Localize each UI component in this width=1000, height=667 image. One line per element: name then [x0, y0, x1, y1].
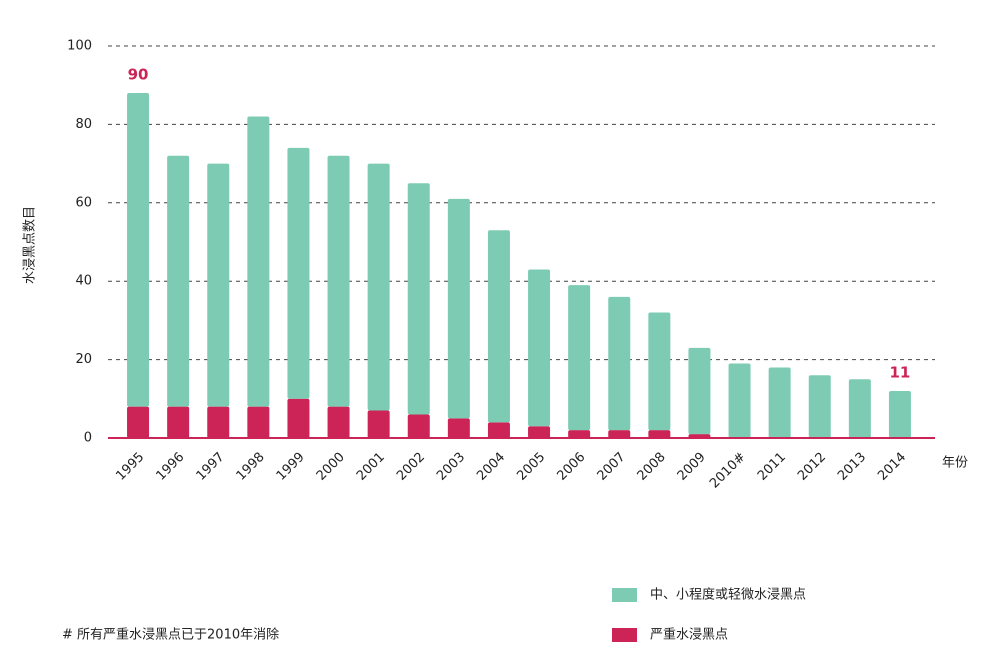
- x-tick-label: 2010#: [707, 450, 749, 492]
- x-tick-label: 2000: [314, 450, 348, 484]
- bar-segment: [528, 426, 551, 438]
- x-tick-label: 1996: [153, 450, 187, 484]
- bar-segment: [367, 410, 390, 438]
- footnote: # 所有严重水浸黑点已于2010年消除: [62, 627, 279, 643]
- bar-segment: [247, 116, 270, 407]
- bar-segment: [487, 422, 510, 438]
- x-tick-label: 2008: [635, 450, 669, 484]
- bar-segment: [167, 155, 190, 407]
- bar-segment: [528, 269, 551, 427]
- annotation: 90: [128, 66, 149, 84]
- bar-segment: [888, 390, 911, 438]
- bar-segment: [568, 430, 591, 438]
- bar-segment: [367, 163, 390, 411]
- bar-segment: [447, 198, 470, 419]
- bar-segment: [127, 93, 150, 407]
- x-tick-label: 2014: [875, 450, 909, 484]
- bar-segment: [848, 379, 871, 438]
- bar-segment: [407, 183, 430, 415]
- bar-segment: [167, 406, 190, 438]
- x-tick-label: 2006: [554, 450, 588, 484]
- x-tick-label: 2007: [595, 450, 629, 484]
- x-tick-label: 1995: [113, 450, 147, 484]
- y-tick-label: 100: [67, 39, 92, 54]
- y-tick-label: 0: [84, 431, 92, 446]
- legend-label: 中、小程度或轻微水浸黑点: [650, 587, 806, 603]
- y-tick-label: 80: [75, 117, 92, 132]
- x-tick-label: 1998: [234, 450, 268, 484]
- x-tick-label: 2012: [795, 450, 829, 484]
- y-axis-title: 水浸黑点数目: [23, 206, 38, 284]
- x-axis-title: 年份: [942, 456, 968, 471]
- bar-segment: [447, 418, 470, 438]
- x-tick-label: 2004: [474, 450, 508, 484]
- legend-label: 严重水浸黑点: [650, 627, 728, 643]
- x-tick-label: 2002: [394, 450, 428, 484]
- bar-segment: [327, 155, 350, 407]
- annotation: 11: [890, 363, 911, 381]
- x-tick-label: 1997: [194, 450, 228, 484]
- y-tick-label: 20: [75, 352, 92, 367]
- bar-segment: [247, 406, 270, 438]
- x-tick-label: 2011: [755, 450, 789, 484]
- bar-segment: [648, 430, 671, 438]
- bar-segment: [808, 375, 831, 438]
- x-tick-label: 1999: [274, 450, 308, 484]
- x-tick-label: 2003: [434, 450, 468, 484]
- bar-segment: [207, 406, 230, 438]
- x-tick-label: 2009: [675, 450, 709, 484]
- legend-swatch: [612, 628, 637, 642]
- bar-segment: [287, 398, 310, 438]
- bar-segment: [568, 285, 591, 431]
- bar-segment: [608, 430, 631, 438]
- bar-segment: [487, 230, 510, 423]
- x-tick-label: 2001: [354, 450, 388, 484]
- y-tick-label: 60: [75, 195, 92, 210]
- legend-swatch: [612, 588, 637, 602]
- y-tick-label: 40: [75, 274, 92, 289]
- x-tick-label: 2005: [514, 450, 548, 484]
- x-tick-label: 2013: [835, 450, 869, 484]
- bar-segment: [407, 414, 430, 438]
- bar-segment: [768, 367, 791, 438]
- bar-segment: [688, 347, 711, 435]
- bar-segment: [287, 147, 310, 399]
- bar-segment: [608, 296, 631, 431]
- bar-segment: [127, 406, 150, 438]
- bar-segment: [327, 406, 350, 438]
- bar-segment: [648, 312, 671, 431]
- bar-segment: [207, 163, 230, 407]
- bar-segment: [728, 363, 751, 438]
